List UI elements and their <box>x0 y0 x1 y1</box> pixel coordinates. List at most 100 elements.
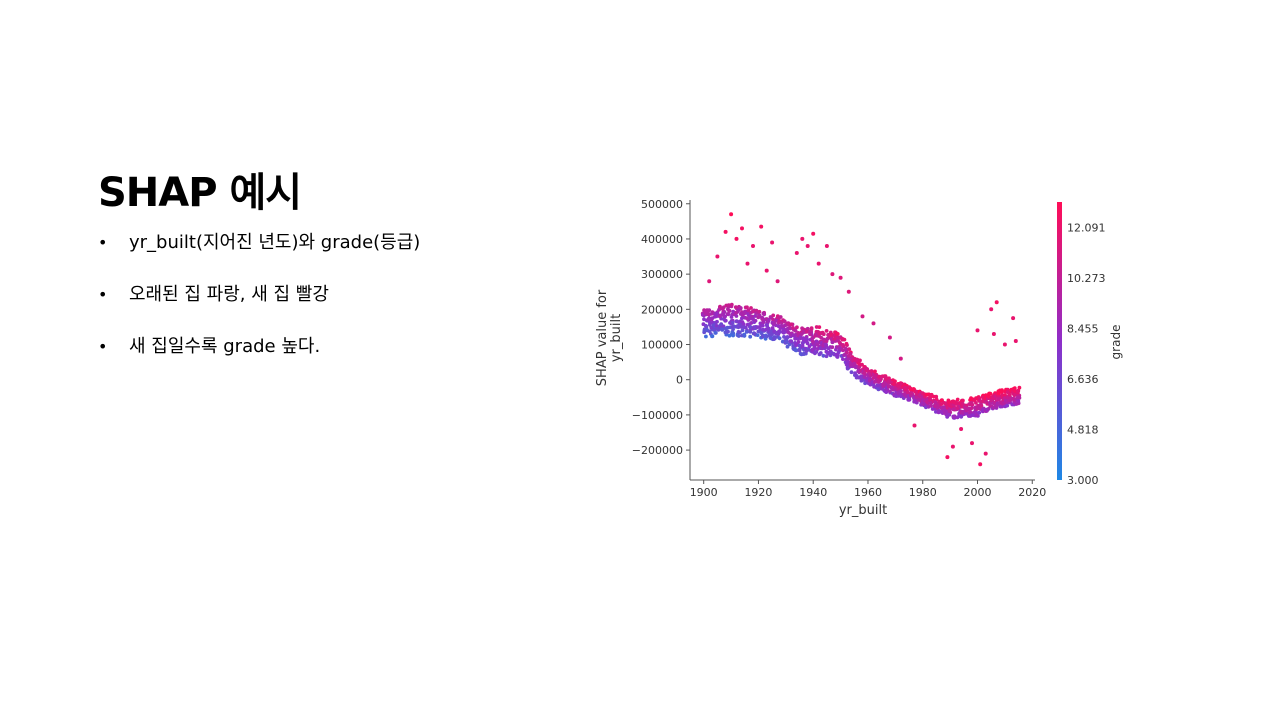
scatter-point <box>714 311 719 316</box>
scatter-point <box>785 344 790 349</box>
scatter-point <box>867 378 872 383</box>
y-tick-label: 400000 <box>641 233 683 246</box>
scatter-point <box>760 327 765 332</box>
scatter-point <box>723 318 728 323</box>
scatter-point <box>772 321 776 326</box>
scatter-point <box>947 400 951 404</box>
scatter-point <box>793 328 798 333</box>
scatter-point <box>818 351 823 355</box>
scatter-point <box>1007 392 1012 397</box>
x-tick-label: 1940 <box>799 486 827 499</box>
scatter-point <box>835 332 840 336</box>
scatter-point <box>826 351 831 356</box>
scatter-point <box>772 329 777 334</box>
scatter-point <box>929 404 933 408</box>
scatter-point <box>704 334 708 339</box>
scatter-point <box>736 334 741 338</box>
scatter-point <box>961 410 965 415</box>
scatter-point-outlier <box>723 229 728 234</box>
scatter-point-outlier <box>751 244 755 248</box>
scatter-point <box>857 365 861 369</box>
scatter-point-outlier <box>734 236 739 241</box>
colorbar-tick-label: 3.000 <box>1067 474 1099 487</box>
scatter-point <box>988 391 993 396</box>
scatter-point <box>706 309 710 314</box>
scatter-point <box>796 331 801 335</box>
scatter-point <box>947 412 952 417</box>
colorbar-label: grade <box>1109 325 1123 360</box>
scatter-point <box>753 314 758 318</box>
scatter-point-outlier <box>816 261 821 266</box>
x-tick-label: 2020 <box>1018 486 1046 499</box>
scatter-point <box>859 376 864 381</box>
scatter-point <box>770 326 775 330</box>
chart-svg: 1900 1920 1940 1960 1980 2000 2020 500000 40000… <box>595 198 1123 518</box>
scatter-point-outlier <box>707 279 712 284</box>
colorbar-tick-label: 10.273 <box>1067 272 1106 285</box>
scatter-point-outlier <box>959 427 964 431</box>
scatter-point-outlier <box>759 224 764 229</box>
scatter-point <box>720 313 724 317</box>
scatter-point <box>890 385 895 390</box>
scatter-point <box>729 302 734 307</box>
scatter-point <box>1016 399 1021 403</box>
scatter-point <box>829 332 834 337</box>
scatter-point-outlier <box>991 332 996 336</box>
colorbar-tick-label: 6.636 <box>1067 373 1099 386</box>
scatter-point <box>731 309 736 314</box>
scatter-point <box>795 325 799 330</box>
scatter-point-outlier <box>830 272 835 277</box>
scatter-point <box>928 397 932 402</box>
colorbar-tick-label: 12.091 <box>1067 221 1106 234</box>
scatter-point <box>760 323 765 328</box>
scatter-point <box>955 397 960 402</box>
scatter-point <box>789 322 793 327</box>
scatter-point <box>907 397 912 402</box>
colorbar-ticks: 12.091 10.273 8.455 6.636 4.818 3.000 <box>1067 221 1106 487</box>
scatter-point <box>702 317 706 322</box>
scatter-point <box>805 337 809 341</box>
scatter-point <box>731 333 735 338</box>
scatter-point <box>704 327 709 332</box>
scatter-point <box>744 316 749 320</box>
bullet-text: 오래된 집 파랑, 새 집 빨강 <box>129 284 329 305</box>
scatter-point-outlier <box>1013 339 1018 343</box>
scatter-point <box>952 407 957 412</box>
scatter-point-outlier <box>912 423 917 428</box>
scatter-point <box>733 305 738 309</box>
bullet-dot: • <box>98 233 108 252</box>
scatter-point <box>809 326 814 330</box>
scatter-point-outlier <box>846 289 851 294</box>
x-tick-label: 1900 <box>690 486 718 499</box>
scatter-point <box>704 324 709 329</box>
scatter-point <box>761 320 765 325</box>
scatter-point <box>848 352 853 356</box>
scatter-point <box>862 370 867 375</box>
scatter-point <box>996 391 1001 396</box>
scatter-point <box>918 393 922 397</box>
scatter-point <box>979 403 984 408</box>
scatter-point <box>899 389 903 393</box>
scatter-point <box>734 319 739 324</box>
scatter-point-outlier <box>1002 342 1007 347</box>
y-ticks: 500000 400000 300000 200000 100000 0 −100000 −2… <box>632 198 690 457</box>
scatter-point <box>837 340 842 345</box>
scatter-point <box>1015 395 1020 400</box>
y-tick-label: 300000 <box>641 268 683 281</box>
scatter-point-outlier <box>860 314 865 319</box>
scatter-point <box>853 371 857 376</box>
scatter-point-outlier <box>983 451 988 456</box>
scatter-point <box>906 390 910 395</box>
scatter-point <box>844 341 849 346</box>
scatter-point <box>730 320 735 325</box>
bullet-dot: • <box>98 337 108 356</box>
scatter-point <box>715 326 719 331</box>
x-tick-label: 2000 <box>964 486 992 499</box>
scatter-point-outlier <box>770 240 775 245</box>
scatter-point <box>794 348 799 353</box>
slide-title: SHAP 예시 <box>98 170 302 216</box>
scatter-point <box>999 390 1004 394</box>
scatter-point <box>726 329 730 334</box>
scatter-point <box>966 406 971 411</box>
scatter-point <box>930 407 935 411</box>
